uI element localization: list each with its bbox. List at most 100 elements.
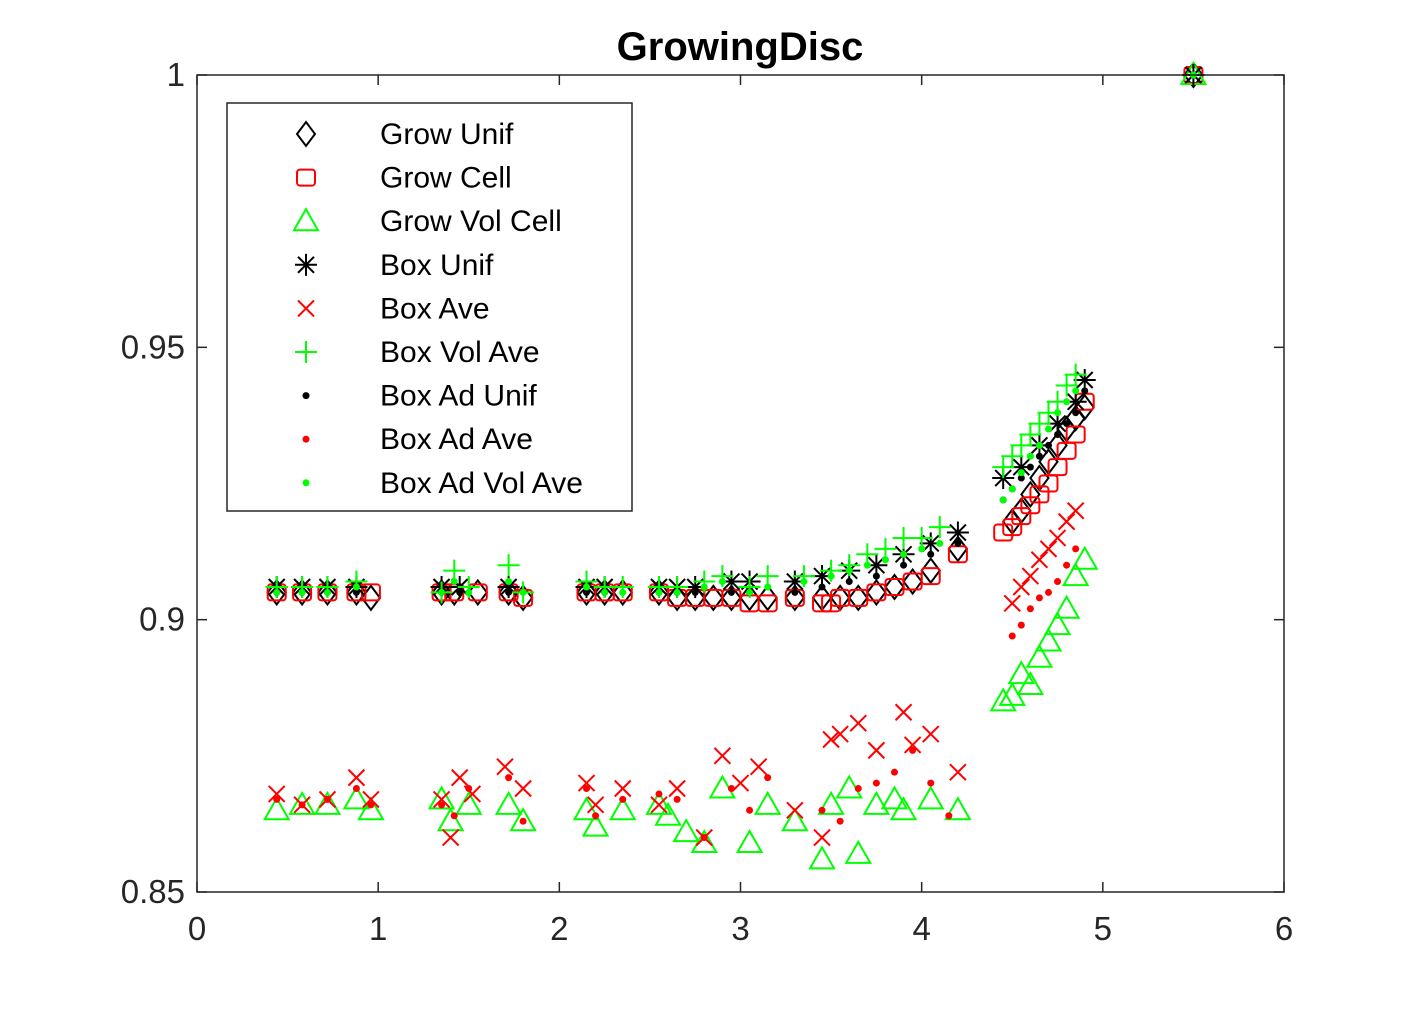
data-point <box>757 594 778 613</box>
data-point <box>291 578 313 607</box>
data-point <box>577 774 596 792</box>
data-point <box>746 588 754 596</box>
data-point <box>927 550 935 558</box>
data-point <box>288 790 316 815</box>
data-point <box>1063 420 1071 428</box>
data-point <box>827 572 835 580</box>
data-point <box>1028 412 1051 435</box>
data-point <box>902 567 923 596</box>
data-point <box>749 758 768 776</box>
data-point <box>262 796 291 821</box>
data-point <box>317 578 338 607</box>
data-point <box>1035 452 1043 460</box>
data-point <box>1072 387 1080 395</box>
data-point <box>922 725 940 743</box>
data-point <box>1021 567 1040 585</box>
data-point <box>467 578 489 607</box>
data-point <box>917 785 945 810</box>
data-point <box>844 839 872 864</box>
data-point <box>347 768 366 787</box>
data-point <box>703 584 724 612</box>
data-point <box>650 796 668 814</box>
data-point <box>992 456 1015 479</box>
data-point <box>352 583 360 591</box>
data-point <box>1047 458 1068 477</box>
data-point <box>945 812 953 820</box>
data-point <box>721 584 742 612</box>
legend-label: Grow Cell <box>380 162 512 195</box>
data-point <box>818 806 826 814</box>
data-point <box>601 588 609 596</box>
data-point <box>432 790 451 809</box>
chart-title: GrowingDisc <box>617 25 864 69</box>
data-point <box>313 790 342 815</box>
data-point <box>1017 621 1025 629</box>
legend-marker <box>295 120 317 148</box>
legend-label: Grow Vol Cell <box>380 205 562 238</box>
data-point <box>936 539 944 547</box>
data-point <box>808 845 836 870</box>
data-point <box>609 796 637 821</box>
data-point <box>918 545 926 553</box>
data-point <box>836 817 844 825</box>
data-point <box>273 588 281 596</box>
legend-box <box>226 102 633 512</box>
data-point <box>791 588 799 596</box>
legend-label: Box Ave <box>380 292 490 325</box>
legend-entry: Box Ave <box>297 292 490 325</box>
x-tick-label: 0 <box>188 910 206 947</box>
data-point <box>900 550 908 558</box>
data-point <box>889 796 918 821</box>
data-point <box>900 561 908 569</box>
data-point <box>909 746 917 754</box>
data-point <box>867 741 886 760</box>
data-point <box>727 785 735 793</box>
data-point <box>700 583 708 591</box>
data-point <box>273 795 281 803</box>
data-point <box>1025 643 1054 668</box>
data-point <box>881 556 889 564</box>
series-8 <box>273 545 1080 842</box>
data-point <box>352 785 360 793</box>
data-point <box>619 588 627 596</box>
data-point <box>614 779 632 798</box>
data-point <box>856 543 879 566</box>
data-point <box>612 578 633 607</box>
x-tick-label: 4 <box>912 910 930 947</box>
data-point <box>298 801 306 809</box>
legend-marker <box>302 435 310 443</box>
legend-entry: Grow Vol Cell <box>292 205 562 238</box>
data-point <box>357 796 385 821</box>
y-tick-label: 1 <box>167 56 185 93</box>
data-point <box>465 588 473 596</box>
data-point <box>583 583 591 591</box>
data-point <box>450 578 458 586</box>
data-point <box>655 588 663 596</box>
data-point <box>1048 529 1067 547</box>
data-point <box>1035 441 1043 449</box>
data-point <box>1052 594 1081 619</box>
data-point <box>1044 425 1052 433</box>
data-point <box>450 812 458 820</box>
data-point <box>764 774 772 782</box>
legend-label: Grow Unif <box>380 118 514 151</box>
data-point <box>514 779 532 798</box>
data-point <box>323 588 331 596</box>
data-point <box>583 588 591 596</box>
legend-entry: Box Ad Unif <box>302 380 537 413</box>
data-point <box>848 584 869 612</box>
data-point <box>1066 502 1085 520</box>
data-point <box>800 578 808 586</box>
data-point <box>497 554 520 577</box>
data-point <box>456 588 464 596</box>
x-tick-label: 6 <box>1275 910 1293 947</box>
data-point <box>866 578 887 607</box>
series-9 <box>273 71 1197 596</box>
data-point <box>1017 469 1025 477</box>
data-point <box>1057 512 1076 531</box>
data-point <box>583 785 591 793</box>
data-point <box>1072 545 1080 553</box>
data-point <box>1001 445 1024 468</box>
data-point <box>944 796 972 821</box>
data-point <box>872 572 880 580</box>
